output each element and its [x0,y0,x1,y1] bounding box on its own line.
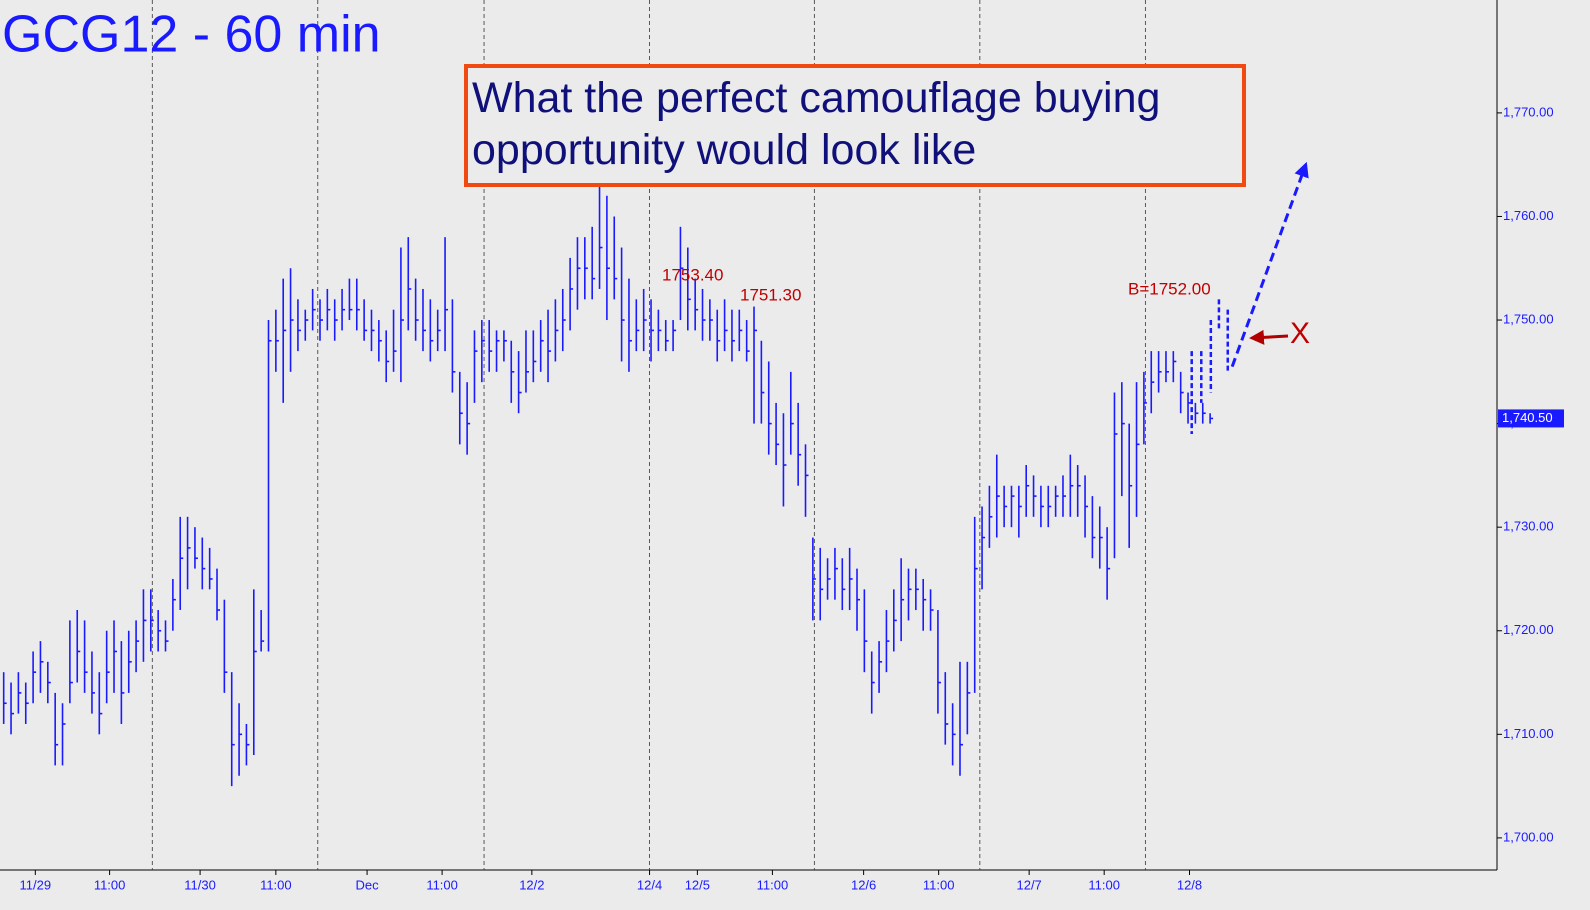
callout-wrap: What the perfect camouflage buying oppor… [472,74,1161,174]
y-tick-label: 1,700.00 [1503,829,1554,844]
x-tick-label: 12/7 [1016,877,1041,892]
callout: What the perfect camouflage buying oppor… [472,74,1161,174]
projection-arrow [1230,161,1309,368]
annotation: B=1752.00 [1128,279,1211,298]
x-tick-label: 12/6 [851,877,876,892]
x-tick-label: 12/4 [637,877,662,892]
last-price-box [1498,409,1564,428]
y-tick-label: 1,730.00 [1503,519,1554,534]
x-tick-label: Dec [356,877,380,892]
y-tick-label: 1,720.00 [1503,622,1554,637]
x-tick-label: 11:00 [260,877,292,892]
chart-title: GCG12 - 60 min [2,6,381,64]
x-tick-label: 11:00 [757,877,789,892]
y-tick-label: 1,710.00 [1503,726,1554,741]
y-tick-label: 1,750.00 [1503,311,1554,326]
x-tick-label: 11:00 [426,877,458,892]
x-tick-label: 11/30 [184,877,216,892]
last-price-label: 1,740.50 [1502,410,1553,425]
x-tick-label: 11:00 [94,877,126,892]
callout-box [464,64,1246,187]
x-tick-label: 12/2 [519,877,544,892]
x-arrow [1249,329,1289,345]
x-tick-label: 11:00 [923,877,955,892]
x-tick-label: 11/29 [20,877,52,892]
y-tick-label: 1,770.00 [1503,104,1554,119]
x-tick-label: 12/5 [685,877,710,892]
annotation: 1753.40 [662,265,723,284]
annotation: X [1290,317,1310,350]
plot: 1,700.001,710.001,720.001,730.001,740.00… [2,0,1564,892]
annotation: 1751.30 [740,285,801,304]
x-tick-label: 11:00 [1088,877,1120,892]
y-tick-label: 1,760.00 [1503,208,1554,223]
x-tick-label: 12/8 [1177,877,1202,892]
